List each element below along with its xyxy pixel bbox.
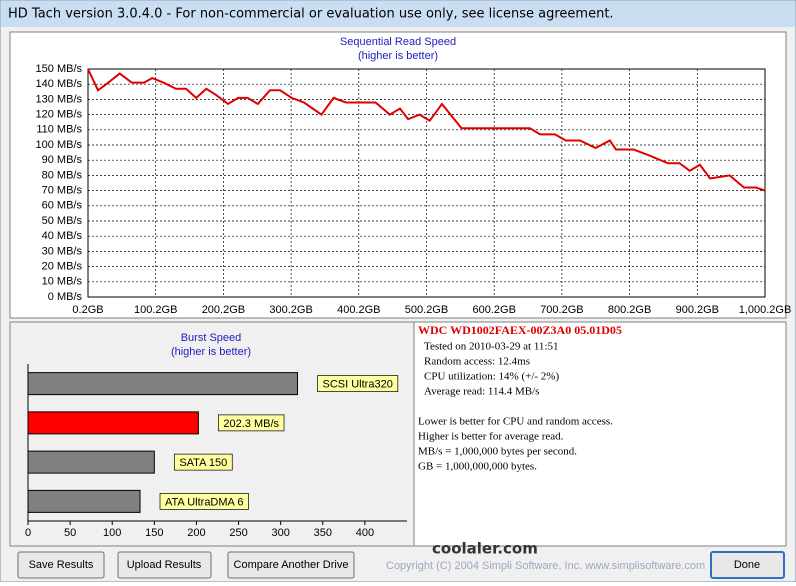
x-tick-label: 200 [187,527,205,539]
chart-subtitle: (higher is better) [171,346,251,358]
y-tick-label: 150 MB/s [36,63,83,75]
y-tick-label: 0 MB/s [48,291,83,303]
y-tick-label: 50 MB/s [42,215,83,227]
y-tick-label: 10 MB/s [42,276,83,288]
upload-button[interactable]: Upload Results [117,551,212,579]
x-tick-label: 200.2GB [202,304,245,316]
info-panel [413,321,787,547]
y-tick-label: 20 MB/s [42,261,83,273]
button-label[interactable]: Compare Another Drive [234,559,349,571]
button-label[interactable]: Upload Results [127,559,202,571]
x-tick-label: 400.2GB [337,304,380,316]
button-frame[interactable] [227,551,355,579]
note-line: Lower is better for CPU and random acces… [418,416,613,428]
label-box [218,414,285,432]
x-tick-label: 300.2GB [269,304,312,316]
bar [27,372,299,396]
y-tick-label: 140 MB/s [36,78,83,90]
speed-line [87,68,766,192]
x-tick-label: 900.2GB [676,304,719,316]
x-tick-label: 400 [356,527,374,539]
info-line: CPU utilization: 14% (+/- 2%) [424,371,559,383]
x-tick-label: 0 [25,527,31,539]
y-tick-label: 40 MB/s [42,230,83,242]
bar-label: SATA 150 [179,457,227,469]
bar [27,489,141,513]
y-tick-label: 120 MB/s [36,109,83,121]
note-line: Higher is better for average read. [418,431,564,443]
label-box [317,375,399,392]
button-frame[interactable] [710,551,785,579]
info-line: Average read: 114.4 MB/s [424,386,539,398]
y-tick-label: 80 MB/s [42,169,83,181]
x-tick-label: 800.2GB [608,304,651,316]
label-box [173,453,233,471]
x-tick-label: 700.2GB [540,304,583,316]
bar-label: ATA UltraDMA 6 [165,496,243,508]
x-tick-label: 600.2GB [472,304,515,316]
x-tick-label: 1,000.2GB [739,304,792,316]
x-tick-label: 500.2GB [405,304,448,316]
y-tick-label: 30 MB/s [42,245,83,257]
window-title: HD Tach version 3.0.4.0 - For non-commer… [8,7,614,22]
y-tick-label: 100 MB/s [36,139,83,151]
x-tick-label: 350 [314,527,332,539]
info-line: Random access: 12.4ms [424,356,530,368]
x-tick-label: 50 [64,527,76,539]
plot-frame [87,68,766,298]
info-line: Tested on 2010-03-29 at 11:51 [424,341,558,353]
x-tick-label: 0.2GB [72,304,103,316]
value-label: 202.3 MB/s [223,418,279,430]
x-tick-label: 100 [103,527,121,539]
button-label[interactable]: Save Results [29,559,94,571]
bar [27,411,199,435]
copyright: Copyright (C) 2004 Simpli Software, Inc.… [386,560,705,572]
chart-title: Sequential Read Speed [340,36,456,48]
label-box [159,493,249,510]
x-tick-label: 100.2GB [134,304,177,316]
drive-name: WDC WD1002FAEX-00Z3A0 05.01D05 [418,323,622,337]
x-tick-label: 250 [229,527,247,539]
chart-subtitle: (higher is better) [358,50,438,62]
y-tick-label: 110 MB/s [36,124,82,136]
button-frame[interactable] [17,551,105,579]
x-tick-label: 150 [145,527,163,539]
button-label[interactable]: Done [734,559,760,571]
save-button[interactable]: Save Results [17,551,105,579]
title-bar [1,1,795,27]
y-tick-label: 130 MB/s [36,93,83,105]
y-tick-label: 70 MB/s [42,185,83,197]
bar [27,450,155,474]
compare-button[interactable]: Compare Another Drive [227,551,355,579]
chart-title: Burst Speed [181,332,242,344]
bar-label: SCSI Ultra320 [323,379,393,391]
done-button[interactable]: Done [710,551,785,579]
note-line: MB/s = 1,000,000 bytes per second. [418,446,577,458]
y-tick-label: 90 MB/s [42,154,83,166]
watermark: coolaler.com [432,540,538,558]
y-tick-label: 60 MB/s [42,200,83,212]
x-tick-label: 300 [271,527,289,539]
button-frame[interactable] [117,551,212,579]
read-panel [9,31,787,319]
note-line: GB = 1,000,000,000 bytes. [418,461,537,473]
